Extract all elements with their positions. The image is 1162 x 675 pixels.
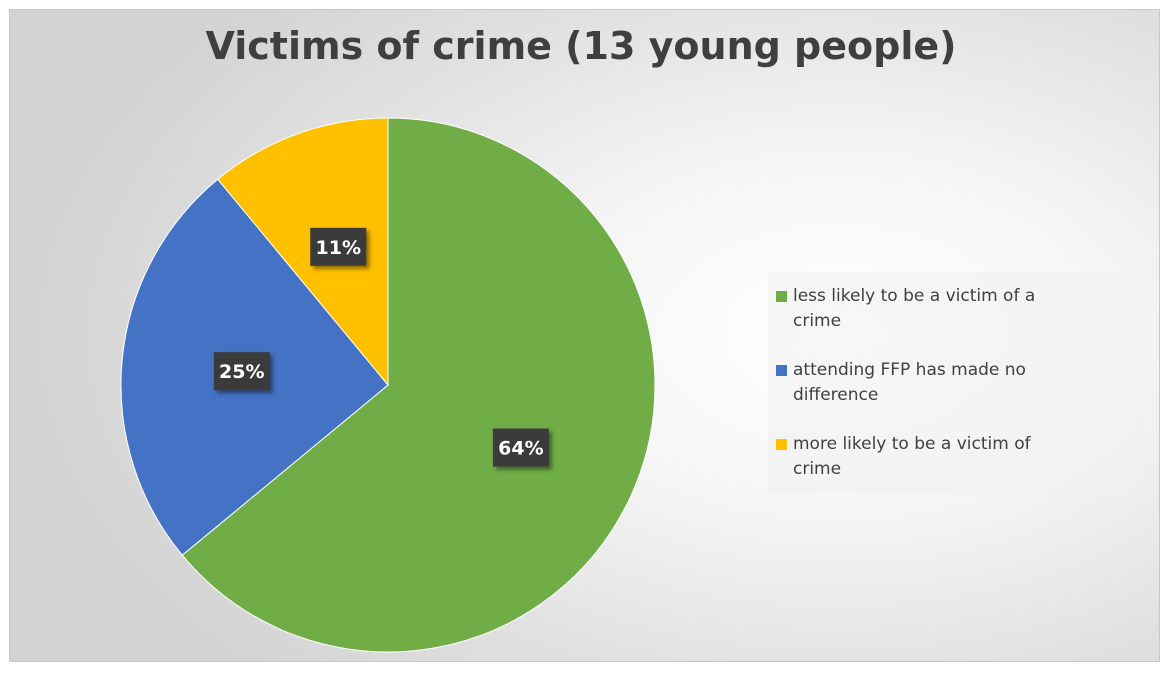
legend-item: less likely to be a victim of a crime xyxy=(776,284,1083,334)
data-label: 25% xyxy=(213,352,270,391)
data-label: 11% xyxy=(310,227,367,266)
data-label-box xyxy=(310,227,367,266)
legend-swatch xyxy=(776,439,787,450)
legend-label: less likely to be a victim of a crime xyxy=(793,286,1036,331)
data-label-text: 64% xyxy=(498,438,543,460)
legend-swatch xyxy=(776,365,787,376)
legend-swatch xyxy=(776,291,787,302)
data-label: 64% xyxy=(492,428,549,467)
data-label-text: 25% xyxy=(219,361,264,383)
legend-item: more likely to be a victim of crime xyxy=(776,432,1083,482)
pie-slice xyxy=(217,117,389,387)
pie-slice xyxy=(181,117,656,653)
chart-title: Victims of crime (13 young people) xyxy=(205,24,957,68)
legend-label: more likely to be a victim of crime xyxy=(793,434,1031,479)
data-label-box xyxy=(492,428,549,467)
data-label-text: 11% xyxy=(316,237,361,259)
chart-legend: less likely to be a victim of a crime at… xyxy=(768,272,1143,494)
data-label-box xyxy=(213,352,270,391)
legend-label: attending FFP has made no difference xyxy=(793,360,1026,405)
legend-item: attending FFP has made no difference xyxy=(776,358,1063,408)
